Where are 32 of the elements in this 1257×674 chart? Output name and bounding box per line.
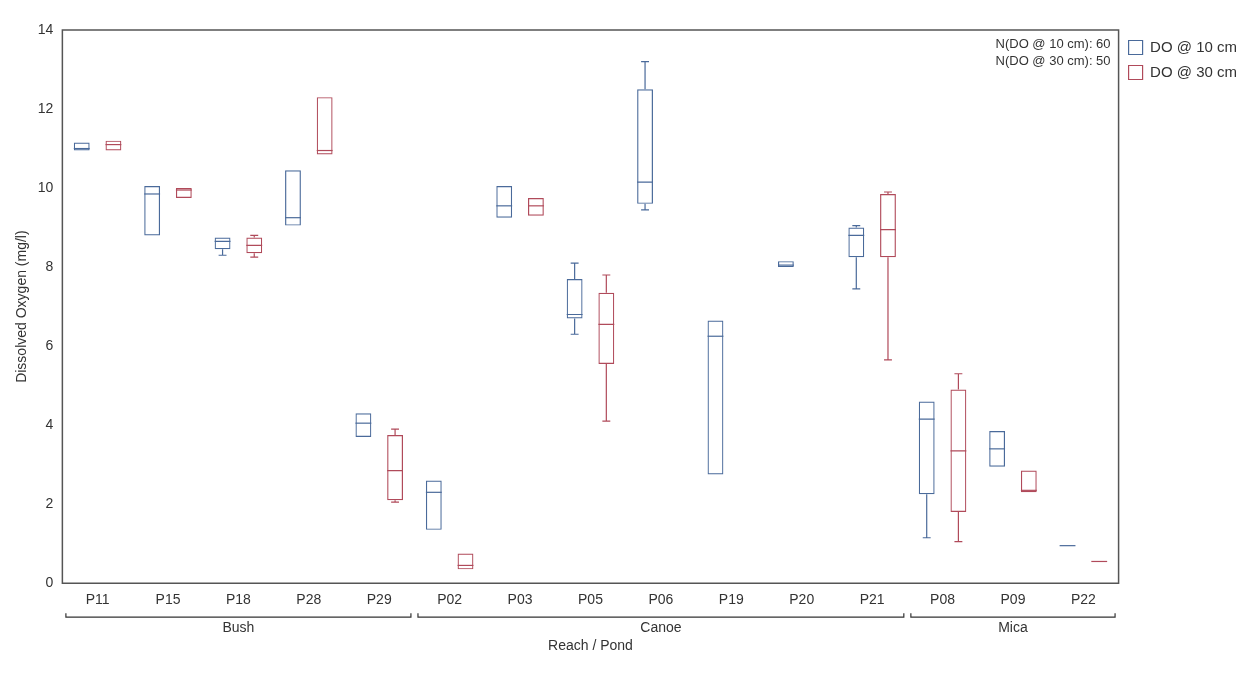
y-tick-label: 4	[45, 416, 54, 432]
y-axis-title: Dissolved Oxygen (mg/l)	[13, 230, 30, 383]
x-tick-label: P22	[1070, 591, 1097, 608]
annotation: N(DO @ 30 cm): 50	[995, 53, 1111, 69]
x-tick-label: P03	[507, 591, 533, 608]
x-tick-label: P29	[366, 591, 392, 608]
legend-label: DO @ 30 cm	[1150, 62, 1238, 80]
y-tick-label: 2	[45, 495, 54, 512]
x-axis-title: Reach / Pond	[548, 637, 633, 654]
x-tick-label: P19	[718, 591, 744, 608]
x-tick-label: P06	[648, 591, 674, 608]
x-tick-label: P15	[155, 591, 181, 608]
x-tick-label: P09	[1000, 591, 1026, 608]
y-tick-label: 6	[45, 336, 54, 353]
x-tick-label: P05	[578, 591, 604, 608]
x-tick-label: P02	[437, 591, 463, 608]
x-tick-label: P28	[296, 591, 322, 608]
x-tick-label: P18	[225, 591, 252, 608]
y-tick-label: 8	[45, 257, 54, 274]
y-tick-label: 0	[45, 574, 54, 591]
y-tick-label: 10	[37, 178, 54, 195]
y-tick-label: 14	[37, 20, 54, 37]
annotation: N(DO @ 10 cm): 60	[995, 36, 1111, 52]
text: Canoe	[640, 619, 682, 636]
x-tick-label: P21	[859, 591, 885, 608]
y-tick-label: 12	[37, 99, 54, 116]
x-tick-label: P20	[789, 591, 815, 608]
text: Bush	[222, 619, 255, 636]
x-tick-label: P11	[85, 591, 110, 608]
legend-label: DO @ 10 cm	[1150, 37, 1238, 55]
text: Mica	[998, 619, 1028, 636]
x-tick-label: P08	[930, 591, 956, 608]
